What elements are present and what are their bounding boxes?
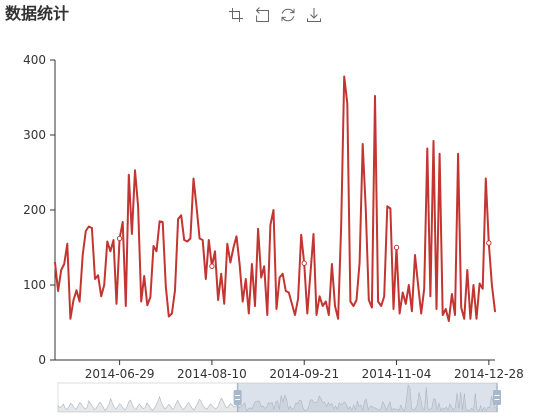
y-tick-label: 100 — [23, 278, 46, 292]
y-tick-label: 0 — [38, 353, 46, 367]
handle-grip[interactable] — [493, 390, 501, 405]
data-zoom-slider[interactable] — [57, 382, 501, 413]
x-tick-label: 2014-12-28 — [454, 367, 524, 381]
chart-toolbox — [228, 7, 322, 23]
data-point — [209, 263, 215, 269]
chart-title: 数据统计 — [5, 4, 70, 23]
restore-icon — [281, 8, 295, 22]
restore-button[interactable] — [280, 7, 296, 23]
x-tick-label: 2014-09-21 — [269, 367, 339, 381]
y-tick-label: 300 — [23, 128, 46, 142]
zoom-slider-data-area — [58, 385, 497, 412]
x-tick-label: 2014-06-29 — [85, 367, 155, 381]
data-point — [486, 240, 492, 246]
data-point — [393, 244, 400, 251]
data-point — [116, 235, 123, 242]
x-tick-label: 2014-11-04 — [362, 367, 432, 381]
data-zoom-icon — [229, 8, 243, 22]
zoom-slider-start-handle[interactable] — [233, 383, 242, 412]
y-tick-label: 400 — [23, 53, 46, 67]
data-point — [301, 260, 307, 266]
save-as-image-button[interactable] — [306, 7, 322, 23]
y-tick-label: 200 — [23, 203, 46, 217]
zoom-slider-window[interactable] — [237, 383, 497, 412]
data-zoom-button[interactable] — [228, 7, 244, 23]
zoom-slider-frame — [57, 382, 498, 413]
save-as-image-icon — [307, 8, 321, 22]
data-zoom-back-button[interactable] — [254, 7, 270, 23]
zoom-slider-end-handle[interactable] — [493, 383, 501, 412]
x-tick-label: 2014-08-10 — [177, 367, 247, 381]
handle-grip[interactable] — [233, 390, 242, 405]
data-zoom-back-icon — [255, 7, 269, 22]
series-line — [54, 75, 496, 322]
zoom-slider-data-line — [57, 384, 498, 412]
